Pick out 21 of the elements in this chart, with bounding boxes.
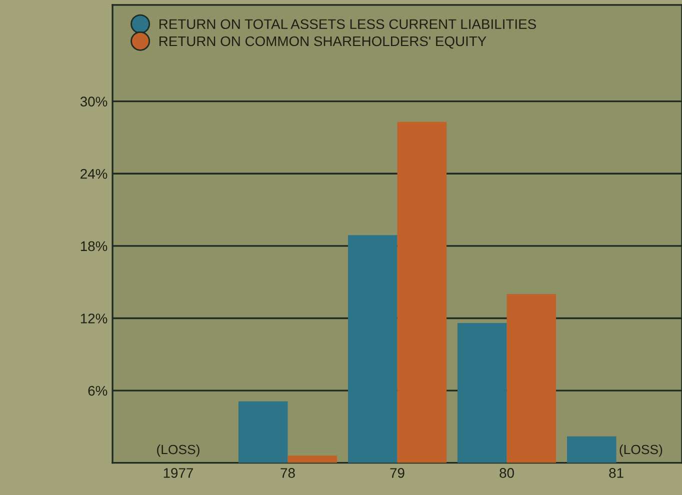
y-tick-label: 18% [80, 241, 108, 252]
legend-label: RETURN ON COMMON SHAREHOLDERS' EQUITY [160, 36, 486, 49]
annotation: (LOSS) [157, 444, 200, 457]
bar [288, 456, 338, 463]
x-tick-label: 80 [500, 468, 514, 478]
y-tick-label: 30% [80, 96, 108, 107]
y-tick-label: 12% [80, 314, 108, 324]
bar [567, 436, 616, 463]
bar [397, 122, 447, 463]
bar [506, 294, 556, 463]
y-tick-label: 6% [88, 386, 108, 396]
bar [238, 401, 288, 463]
legend-label: RETURN ON TOTAL ASSETS LESS CURRENT LIABILITIES [160, 19, 536, 30]
bar [348, 235, 398, 463]
y-tick-label: 24% [80, 168, 108, 179]
bar [457, 323, 507, 463]
annotation: (LOSS) [620, 444, 662, 457]
x-tick-label: 81 [609, 468, 624, 478]
x-tick-label: 1977 [164, 468, 193, 478]
x-tick-label: 78 [280, 468, 295, 478]
x-tick-label: 79 [390, 468, 404, 478]
